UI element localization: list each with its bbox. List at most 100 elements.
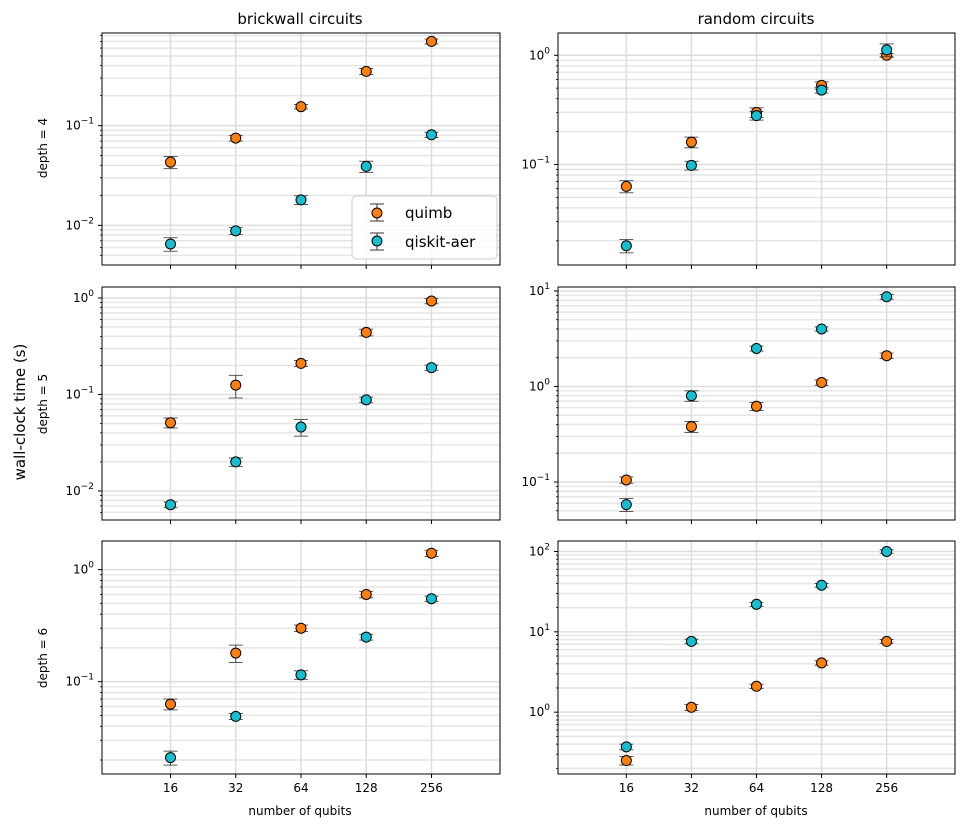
series-qiskit-aer [163, 129, 439, 252]
y-tick-label: 10−1 [65, 385, 94, 401]
data-point-qiskit-aer [230, 456, 242, 468]
data-point-quimb [620, 755, 632, 767]
y-tick-label: 10−1 [521, 473, 550, 489]
x-tick-label: 64 [293, 781, 308, 795]
legend-box [351, 195, 498, 260]
data-point-quimb [816, 377, 828, 389]
data-point-qiskit-aer [425, 129, 437, 141]
data-point-quimb [620, 474, 632, 486]
data-point-qiskit-aer [295, 669, 307, 681]
series-quimb [619, 350, 894, 486]
data-point-quimb [751, 400, 762, 412]
series-qiskit-aer [619, 43, 894, 254]
legend-label-qiskit-aer: qiskit-aer [405, 233, 476, 251]
panel-random-depth-4: 10−1 100 [521, 32, 956, 269]
data-point-quimb [165, 417, 177, 429]
x-tick-label: 32 [228, 781, 243, 795]
data-point-quimb [685, 701, 697, 713]
data-point-quimb [685, 421, 697, 433]
panel-random-depth-6: 100 101 102 16 32 64 128 256 [529, 540, 956, 795]
data-point-quimb [425, 547, 437, 559]
axes-frame [101, 32, 501, 266]
series-qiskit-aer [619, 545, 894, 753]
series-quimb [163, 547, 439, 711]
data-point-quimb [620, 180, 632, 192]
x-tick-label: 128 [810, 781, 833, 795]
data-point-qiskit-aer [295, 194, 307, 206]
data-point-qiskit-aer [751, 342, 762, 354]
data-point-qiskit-aer [881, 545, 893, 557]
x-tick-label: 64 [749, 781, 764, 795]
data-point-qiskit-aer [685, 159, 697, 171]
data-point-qiskit-aer [360, 160, 372, 172]
data-point-qiskit-aer [360, 631, 372, 643]
data-point-qiskit-aer [881, 44, 893, 56]
panels: 10−2 10−1 10−1 100 10−2 10−1 100 10−1 100 101 10−1… [65, 32, 956, 795]
data-point-qiskit-aer [620, 499, 632, 511]
panel-brickwall-depth-5: 10−2 10−1 100 [65, 286, 501, 524]
series-quimb [163, 35, 439, 170]
data-point-quimb [165, 698, 177, 710]
axes-frame [101, 286, 501, 521]
data-point-qiskit-aer [425, 593, 437, 605]
data-point-qiskit-aer [881, 291, 893, 303]
x-axis-label-right: number of qubits [704, 804, 807, 818]
axes-frame [557, 286, 956, 521]
legend-item-qiskit-aer: qiskit-aer [370, 232, 476, 251]
series-qiskit-aer [163, 593, 439, 766]
y-tick-label: 101 [529, 623, 550, 639]
data-point-quimb [230, 379, 242, 391]
data-point-qiskit-aer [816, 579, 828, 591]
data-point-qiskit-aer [230, 710, 242, 722]
y-tick-label: 100 [529, 703, 550, 719]
legend-marker-quimb [371, 207, 383, 219]
x-tick-label: 256 [420, 781, 443, 795]
data-point-qiskit-aer [295, 421, 307, 433]
row-label-depth-6: depth = 6 [36, 628, 50, 688]
data-point-quimb [881, 350, 893, 362]
row-label-depth-5: depth = 5 [36, 374, 50, 434]
column-title-random: random circuits [698, 10, 815, 28]
figure-ylabel: wall-clock time (s) [11, 344, 29, 481]
y-tick-label: 102 [529, 542, 550, 558]
legend-marker-qiskit-aer [371, 235, 383, 247]
data-point-quimb [685, 136, 697, 148]
x-tick-label: 256 [875, 781, 898, 795]
data-point-qiskit-aer [685, 390, 697, 402]
data-point-qiskit-aer [816, 323, 828, 335]
x-tick-label: 32 [684, 781, 699, 795]
data-point-qiskit-aer [620, 240, 632, 252]
data-point-quimb [295, 357, 307, 369]
y-tick-label: 10−1 [65, 117, 94, 133]
y-tick-label: 100 [73, 289, 94, 305]
y-tick-label: 100 [73, 561, 94, 577]
axes-frame [557, 540, 956, 775]
data-point-qiskit-aer [685, 635, 697, 647]
y-tick-label: 100 [529, 377, 550, 393]
data-point-qiskit-aer [165, 238, 177, 250]
data-point-quimb [360, 588, 372, 600]
x-tick-label: 16 [163, 781, 178, 795]
y-tick-label: 100 [529, 46, 550, 62]
x-tick-label: 128 [355, 781, 378, 795]
data-point-quimb [425, 35, 437, 47]
data-point-quimb [816, 657, 828, 669]
data-point-quimb [295, 101, 307, 113]
data-point-qiskit-aer [751, 110, 762, 122]
data-point-quimb [360, 65, 372, 77]
legend-item-quimb: quimb [370, 203, 452, 222]
y-tick-label: 10−1 [65, 673, 94, 689]
axes-frame [557, 32, 956, 266]
y-tick-label: 10−1 [521, 155, 550, 171]
series-quimb [619, 635, 894, 767]
x-axis-label-left: number of qubits [248, 804, 351, 818]
series-qiskit-aer [619, 291, 894, 512]
panel-brickwall-depth-6: 10−1 100 16 32 64 128 256 [65, 540, 501, 795]
data-point-qiskit-aer [165, 499, 177, 511]
data-point-quimb [751, 680, 762, 692]
y-tick-label: 10−2 [65, 482, 94, 498]
legend-label-quimb: quimb [405, 204, 452, 222]
column-title-brickwall: brickwall circuits [237, 10, 362, 28]
data-point-quimb [165, 156, 177, 168]
y-tick-label: 10−2 [65, 216, 94, 232]
